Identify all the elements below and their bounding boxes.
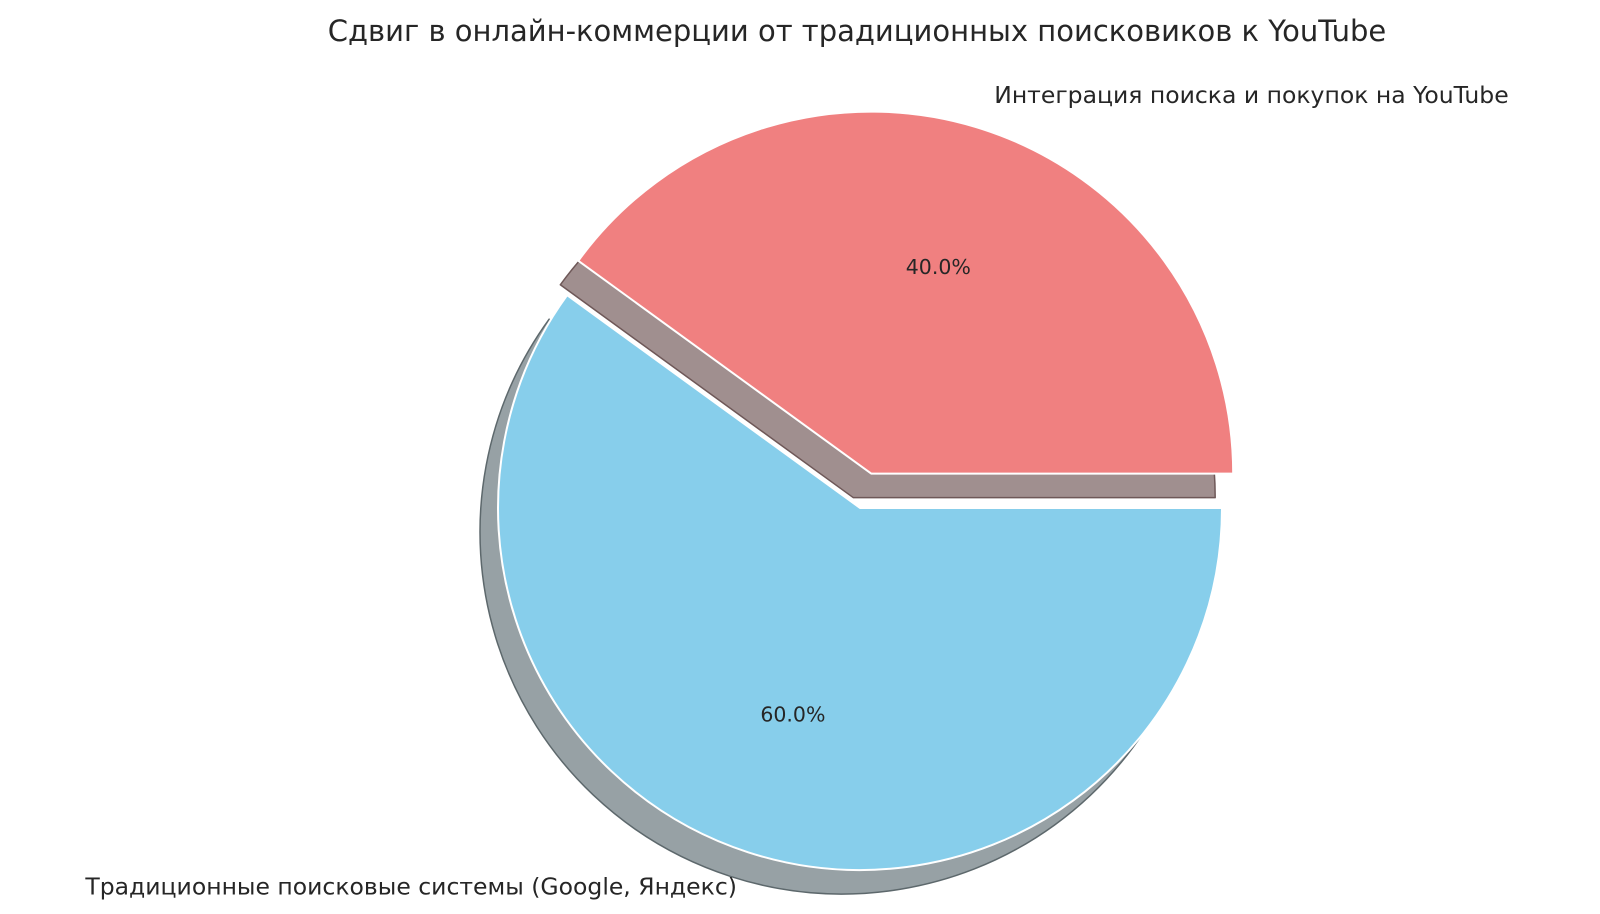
pie-percent-label-1: 60.0% — [760, 703, 825, 727]
pie-slice-label-0: Интеграция поиска и покупок на YouTube — [994, 81, 1508, 109]
pie-percent-label-0: 40.0% — [906, 255, 971, 279]
pie-slice-1 — [497, 294, 1223, 871]
pie-slice-0 — [577, 110, 1235, 475]
pie-slice-label-1: Традиционные поисковые системы (Google, … — [84, 873, 737, 901]
chart-title: Сдвиг в онлайн-коммерции от традиционных… — [327, 14, 1387, 48]
